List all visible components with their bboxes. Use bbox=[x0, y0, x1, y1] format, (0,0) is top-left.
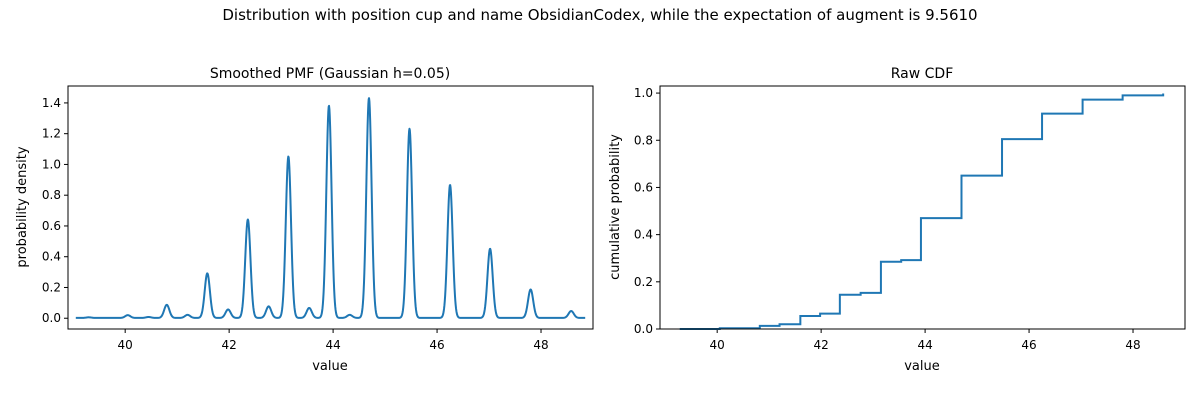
cdf-ytick-label: 0.8 bbox=[634, 133, 653, 147]
cdf-ytick-label: 0.6 bbox=[634, 180, 653, 194]
cdf-series-step-line bbox=[679, 93, 1165, 330]
pmf-xtick-label: 44 bbox=[325, 338, 340, 352]
cdf-title: Raw CDF bbox=[891, 66, 954, 82]
pmf-ytick-label: 1.2 bbox=[42, 127, 61, 141]
cdf-xtick-label: 44 bbox=[917, 338, 932, 352]
cdf-ytick-label: 0.2 bbox=[634, 275, 653, 289]
cdf-ytick-label: 1.0 bbox=[634, 86, 653, 100]
pmf-xtick-label: 48 bbox=[533, 338, 548, 352]
cdf-xlabel: value bbox=[904, 359, 940, 374]
pmf-title: Smoothed PMF (Gaussian h=0.05) bbox=[210, 66, 450, 82]
cdf-ylabel: cumulative probability bbox=[608, 134, 623, 280]
pmf-ylabel: probability density bbox=[15, 146, 30, 267]
pmf-ytick-label: 1.0 bbox=[42, 157, 61, 171]
cdf-panel: Raw CDF 40 42 44 46 48 0.0 0.2 0.4 0.6 0.8 1.0 val… bbox=[608, 66, 1186, 374]
pmf-ytick-label: 0.6 bbox=[42, 219, 61, 233]
pmf-xtick-label: 46 bbox=[429, 338, 444, 352]
pmf-ytick-label: 0.0 bbox=[42, 311, 61, 325]
pmf-xtick-label: 42 bbox=[221, 338, 236, 352]
pmf-xtick-label: 40 bbox=[118, 338, 133, 352]
cdf-ytick-label: 0.0 bbox=[634, 322, 653, 336]
pmf-xlabel: value bbox=[312, 359, 348, 374]
pmf-ytick-label: 0.2 bbox=[42, 280, 61, 294]
cdf-ticks: 40 42 44 46 48 0.0 0.2 0.4 0.6 0.8 1.0 bbox=[634, 86, 1141, 352]
pmf-ytick-label: 0.4 bbox=[42, 250, 61, 264]
cdf-axes-frame bbox=[659, 85, 1186, 330]
cdf-ytick-label: 0.4 bbox=[634, 228, 653, 242]
pmf-series-line bbox=[75, 97, 586, 319]
cdf-xtick-label: 42 bbox=[813, 338, 828, 352]
pmf-ytick-label: 0.8 bbox=[42, 188, 61, 202]
cdf-xtick-label: 48 bbox=[1125, 338, 1140, 352]
pmf-axes-frame bbox=[67, 85, 594, 330]
cdf-xtick-label: 46 bbox=[1021, 338, 1036, 352]
pmf-panel: Smoothed PMF (Gaussian h=0.05) 40 42 44 46 4… bbox=[15, 66, 594, 374]
figure-suptitle: Distribution with position cup and name … bbox=[222, 6, 977, 24]
pmf-ytick-label: 1.4 bbox=[42, 96, 61, 110]
pmf-ticks: 40 42 44 46 48 0.0 0.2 0.4 0.6 0.8 1.0 1.2 1.4 bbox=[42, 96, 549, 352]
cdf-xtick-label: 40 bbox=[710, 338, 725, 352]
